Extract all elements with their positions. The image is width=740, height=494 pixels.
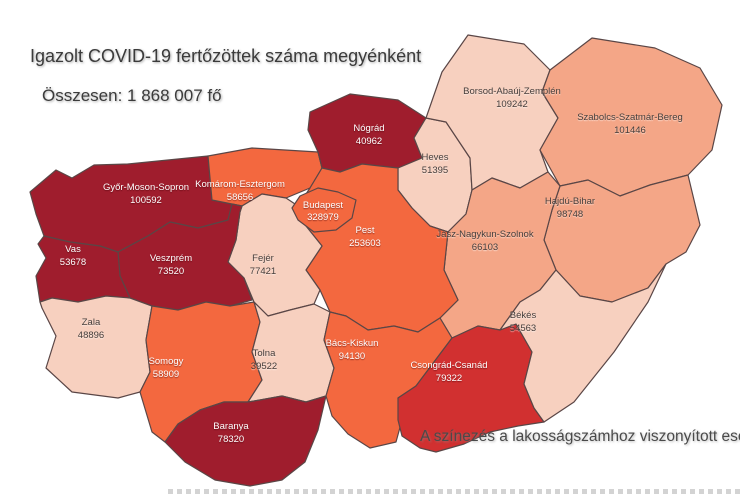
county-zala: [39, 295, 153, 399]
county-name-label: Győr-Moson-Sopron: [103, 182, 189, 193]
county-value-label: 109242: [496, 99, 528, 110]
county-value-label: 101446: [614, 125, 646, 136]
county-value-label: 253603: [349, 238, 381, 249]
county-name-label: Csongrád-Csanád: [410, 360, 487, 371]
county-name-label: Zala: [82, 317, 101, 328]
county-name-label: Baranya: [213, 421, 249, 432]
county-name-label: Veszprém: [150, 253, 192, 264]
county-value-label: 54563: [510, 323, 536, 334]
county-name-label: Pest: [355, 225, 374, 236]
county-value-label: 39522: [251, 361, 277, 372]
county-value-label: 77421: [250, 266, 276, 277]
county-value-label: 328979: [307, 212, 339, 223]
color-scale-footnote: A színezés a lakosságszámhoz viszonyítot…: [420, 428, 740, 445]
county-value-label: 78320: [218, 434, 244, 445]
total-count: Összesen: 1 868 007 fő: [42, 86, 222, 105]
county-name-label: Budapest: [303, 200, 344, 211]
county-value-label: 94130: [339, 351, 365, 362]
county-bekes: [499, 263, 667, 423]
county-value-label: 53678: [60, 257, 86, 268]
county-name-label: Heves: [422, 152, 449, 163]
county-value-label: 73520: [158, 266, 184, 277]
clipped-text-row: [168, 489, 740, 494]
county-value-label: 98748: [557, 209, 583, 220]
county-baranya: [164, 395, 327, 487]
county-name-label: Borsod-Abaúj-Zemplén: [463, 86, 561, 97]
county-name-label: Vas: [65, 244, 81, 255]
county-value-label: 40962: [356, 136, 382, 147]
county-value-label: 48896: [78, 330, 104, 341]
county-name-label: Tolna: [253, 348, 276, 359]
county-name-label: Hajdú-Bihar: [545, 196, 595, 207]
county-name-label: Komárom-Esztergom: [195, 179, 285, 190]
county-value-label: 79322: [436, 373, 462, 384]
county-name-label: Fejér: [252, 253, 274, 264]
county-name-label: Jász-Nagykun-Szolnok: [436, 229, 533, 240]
county-value-label: 100592: [130, 195, 162, 206]
county-name-label: Szabolcs-Szatmár-Bereg: [577, 112, 683, 123]
county-name-label: Békés: [510, 310, 537, 321]
county-name-label: Somogy: [149, 356, 184, 367]
county-value-label: 58656: [227, 192, 253, 203]
county-name-label: Bács-Kiskun: [326, 338, 379, 349]
county-value-label: 58909: [153, 369, 179, 380]
county-budapest: [291, 187, 357, 233]
county-value-label: 66103: [472, 242, 498, 253]
page-title: Igazolt COVID-19 fertőzöttek száma megyé…: [30, 46, 422, 66]
county-value-label: 51395: [422, 165, 448, 176]
county-name-label: Nógrád: [353, 123, 384, 134]
